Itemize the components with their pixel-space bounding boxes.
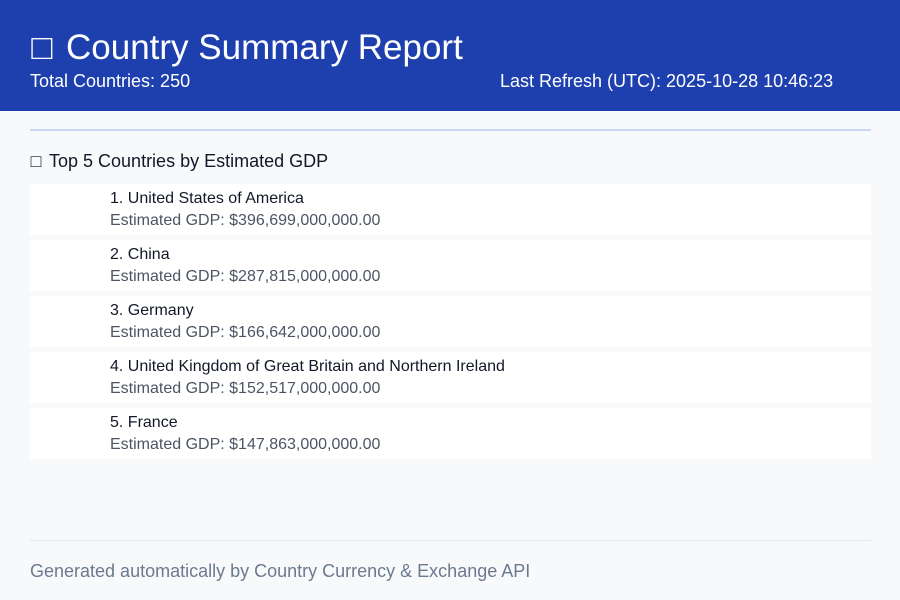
- list-item: 2. China Estimated GDP: $287,815,000,000…: [30, 240, 871, 291]
- country-gdp: Estimated GDP: $147,863,000,000.00: [110, 436, 381, 453]
- list-item: 1. United States of America Estimated GD…: [30, 184, 871, 235]
- country-gdp: Estimated GDP: $396,699,000,000.00: [110, 212, 381, 229]
- section-divider: [30, 129, 871, 131]
- country-gdp: Estimated GDP: $166,642,000,000.00: [110, 324, 381, 341]
- page-title-text: Country Summary Report: [66, 28, 463, 67]
- section-heading: □ Top 5 Countries by Estimated GDP: [30, 150, 329, 172]
- chart-icon: □: [31, 28, 53, 67]
- list-item: 5. France Estimated GDP: $147,863,000,00…: [30, 408, 871, 459]
- country-gdp: Estimated GDP: $287,815,000,000.00: [110, 268, 381, 285]
- list-item: 3. Germany Estimated GDP: $166,642,000,0…: [30, 296, 871, 347]
- list-item: 4. United Kingdom of Great Britain and N…: [30, 352, 871, 403]
- trophy-icon: □: [30, 151, 42, 171]
- report-header: □ Country Summary Report Total Countries:…: [0, 0, 900, 111]
- footer-divider: [30, 540, 871, 541]
- country-name: 4. United Kingdom of Great Britain and N…: [110, 358, 505, 375]
- country-name: 3. Germany: [110, 302, 194, 319]
- last-refresh: Last Refresh (UTC): 2025-10-28 10:46:23: [500, 71, 834, 91]
- section-heading-text: Top 5 Countries by Estimated GDP: [49, 151, 329, 171]
- country-name: 1. United States of America: [110, 190, 304, 207]
- footer-text: Generated automatically by Country Curre…: [30, 561, 531, 581]
- country-name: 5. France: [110, 414, 178, 431]
- top-countries-list: 1. United States of America Estimated GD…: [30, 184, 871, 464]
- country-name: 2. China: [110, 246, 170, 263]
- total-countries: Total Countries: 250: [30, 71, 191, 91]
- page-title: □ Country Summary Report: [30, 26, 463, 70]
- country-gdp: Estimated GDP: $152,517,000,000.00: [110, 380, 381, 397]
